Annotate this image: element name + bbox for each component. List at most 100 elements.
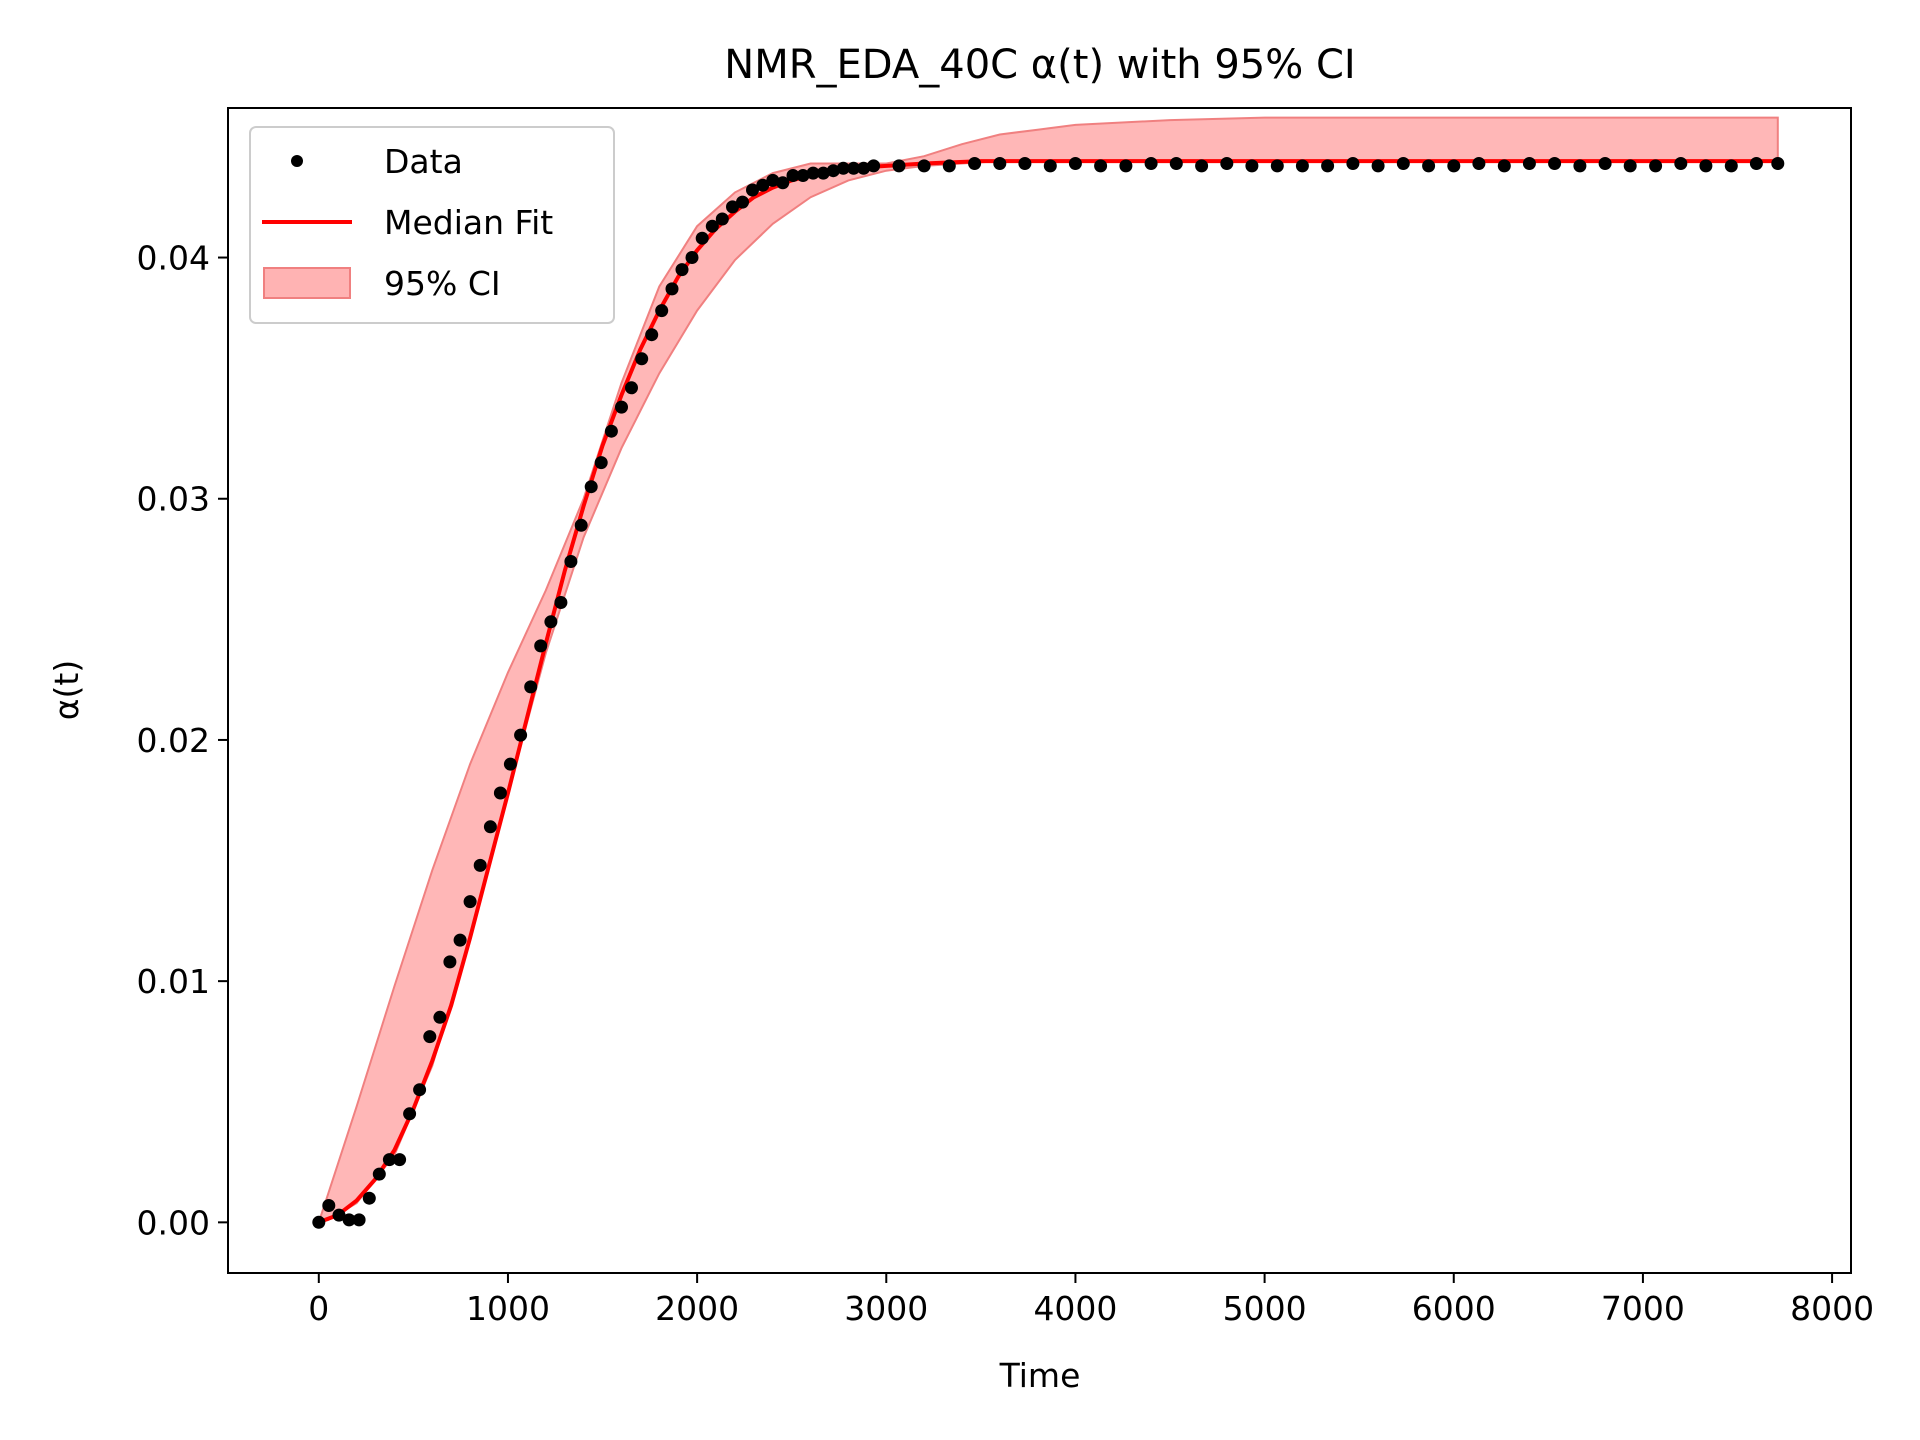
data-point xyxy=(1674,157,1688,170)
data-point xyxy=(655,304,669,318)
data-point xyxy=(1548,157,1562,170)
data-point xyxy=(534,639,548,653)
data-point xyxy=(968,157,982,170)
legend-label-data: Data xyxy=(384,142,463,181)
y-axis: 0.00 0.01 0.02 0.03 0.04 xyxy=(137,239,228,1242)
data-point xyxy=(836,161,850,175)
x-tick-label: 7000 xyxy=(1601,1289,1685,1328)
data-point xyxy=(746,183,759,197)
data-point xyxy=(342,1213,356,1227)
data-point xyxy=(1119,159,1133,173)
data-point xyxy=(1295,159,1309,173)
data-point xyxy=(1018,157,1032,170)
legend-data-marker xyxy=(291,155,303,167)
data-point xyxy=(544,615,558,629)
data-point xyxy=(1396,157,1410,170)
data-point xyxy=(574,518,588,532)
data-point xyxy=(1346,157,1360,170)
data-point xyxy=(892,159,906,173)
data-point xyxy=(796,169,810,182)
data-point xyxy=(645,328,659,342)
data-point xyxy=(393,1153,407,1167)
data-point xyxy=(1422,159,1436,173)
data-point xyxy=(372,1167,386,1181)
data-point xyxy=(1321,159,1335,173)
data-point xyxy=(917,159,931,173)
data-point xyxy=(766,173,780,187)
data-point xyxy=(433,1010,447,1024)
data-point xyxy=(1598,157,1612,170)
data-point xyxy=(786,169,800,182)
x-tick-label: 6000 xyxy=(1412,1289,1496,1328)
legend-label-ci: 95% CI xyxy=(384,264,501,303)
chart-title: NMR_EDA_40C α(t) with 95% CI xyxy=(724,42,1355,88)
data-point xyxy=(847,161,861,175)
data-point xyxy=(625,381,638,395)
data-point xyxy=(584,480,598,494)
y-tick-label: 0.01 xyxy=(137,962,210,1001)
data-point xyxy=(867,159,881,173)
data-point xyxy=(1724,159,1738,173)
data-point xyxy=(312,1215,326,1229)
data-point xyxy=(1623,159,1637,173)
data-point xyxy=(493,786,507,800)
data-point xyxy=(695,231,709,245)
y-axis-label: α(t) xyxy=(47,660,86,720)
data-point xyxy=(816,166,830,180)
data-point xyxy=(322,1199,336,1212)
data-point xyxy=(1573,159,1587,173)
x-tick-label: 8000 xyxy=(1790,1289,1874,1328)
data-point xyxy=(352,1213,366,1227)
data-point xyxy=(473,858,487,872)
legend-label-fit: Median Fit xyxy=(384,203,553,242)
x-tick-label: 5000 xyxy=(1223,1289,1307,1328)
data-point xyxy=(1169,157,1183,170)
data-point xyxy=(715,212,729,226)
data-point xyxy=(503,757,517,771)
x-tick-label: 2000 xyxy=(655,1289,739,1328)
data-point xyxy=(685,251,699,264)
data-point xyxy=(554,596,568,609)
data-point xyxy=(1522,157,1536,170)
data-point xyxy=(806,166,820,180)
data-point xyxy=(332,1208,346,1222)
x-tick-label: 3000 xyxy=(844,1289,928,1328)
data-point xyxy=(665,282,679,296)
data-point xyxy=(756,178,770,192)
data-point xyxy=(1371,159,1385,173)
data-point xyxy=(993,157,1007,170)
data-point xyxy=(594,456,608,470)
plot-area xyxy=(312,116,1785,1229)
data-point xyxy=(942,159,956,173)
data-point xyxy=(423,1030,437,1044)
data-point xyxy=(776,176,790,190)
data-point xyxy=(1649,159,1663,173)
data-point xyxy=(736,195,749,209)
data-point xyxy=(1043,159,1057,173)
y-tick-label: 0.04 xyxy=(137,239,210,278)
x-tick-label: 1000 xyxy=(466,1289,550,1328)
data-point xyxy=(1699,159,1713,173)
legend: Data Median Fit 95% CI xyxy=(249,126,615,324)
data-point xyxy=(726,200,739,214)
y-tick-label: 0.03 xyxy=(137,480,210,519)
data-point xyxy=(1472,157,1486,170)
data-point xyxy=(705,219,719,233)
plot-frame xyxy=(227,107,1852,1274)
data-point xyxy=(1094,159,1108,173)
data-point xyxy=(564,555,578,568)
data-point xyxy=(1771,157,1785,170)
data-point xyxy=(615,400,628,414)
data-point xyxy=(1270,159,1284,173)
data-point xyxy=(1144,157,1158,170)
data-point xyxy=(1749,157,1763,170)
data-point xyxy=(524,680,538,694)
data-point xyxy=(1245,159,1259,173)
y-tick-label: 0.02 xyxy=(137,721,210,760)
x-tick-label: 0 xyxy=(308,1289,329,1328)
data-point xyxy=(1195,159,1209,173)
data-point xyxy=(443,955,457,969)
data-point xyxy=(403,1107,417,1121)
data-point xyxy=(604,424,618,438)
data-point xyxy=(675,263,689,277)
